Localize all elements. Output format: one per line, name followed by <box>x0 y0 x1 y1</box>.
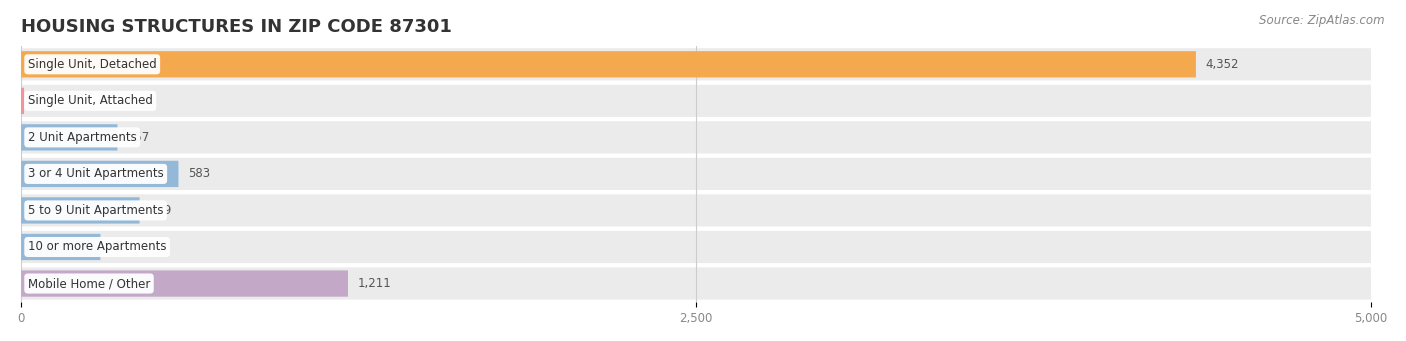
Text: 583: 583 <box>188 167 209 180</box>
Text: 11: 11 <box>34 94 49 107</box>
FancyBboxPatch shape <box>21 161 179 187</box>
Text: 10 or more Apartments: 10 or more Apartments <box>28 240 166 253</box>
FancyBboxPatch shape <box>21 234 100 260</box>
FancyBboxPatch shape <box>21 270 349 297</box>
Text: Single Unit, Attached: Single Unit, Attached <box>28 94 153 107</box>
Text: 4,352: 4,352 <box>1205 58 1239 71</box>
Text: Mobile Home / Other: Mobile Home / Other <box>28 277 150 290</box>
Text: 294: 294 <box>110 240 132 253</box>
FancyBboxPatch shape <box>21 267 1371 300</box>
Text: HOUSING STRUCTURES IN ZIP CODE 87301: HOUSING STRUCTURES IN ZIP CODE 87301 <box>21 18 451 36</box>
Text: 5 to 9 Unit Apartments: 5 to 9 Unit Apartments <box>28 204 163 217</box>
Text: 3 or 4 Unit Apartments: 3 or 4 Unit Apartments <box>28 167 163 180</box>
FancyBboxPatch shape <box>21 88 24 114</box>
Text: 439: 439 <box>149 204 172 217</box>
FancyBboxPatch shape <box>21 158 1371 190</box>
FancyBboxPatch shape <box>21 124 118 150</box>
FancyBboxPatch shape <box>21 48 1371 80</box>
FancyBboxPatch shape <box>21 51 1197 77</box>
FancyBboxPatch shape <box>21 85 1371 117</box>
Text: 2 Unit Apartments: 2 Unit Apartments <box>28 131 136 144</box>
Text: Source: ZipAtlas.com: Source: ZipAtlas.com <box>1260 14 1385 27</box>
FancyBboxPatch shape <box>21 194 1371 226</box>
FancyBboxPatch shape <box>21 231 1371 263</box>
Text: 1,211: 1,211 <box>357 277 391 290</box>
FancyBboxPatch shape <box>21 197 139 224</box>
FancyBboxPatch shape <box>21 121 1371 153</box>
Text: Single Unit, Detached: Single Unit, Detached <box>28 58 156 71</box>
Text: 357: 357 <box>127 131 149 144</box>
